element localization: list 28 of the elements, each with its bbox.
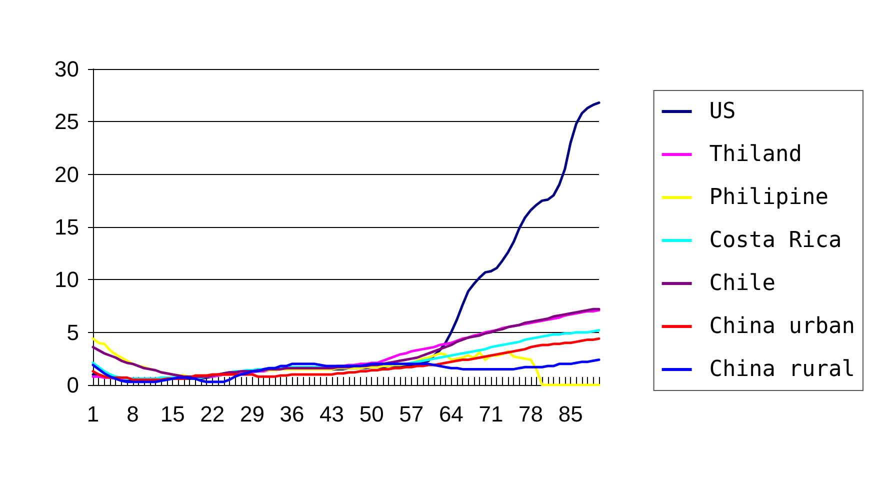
- legend-label: US: [709, 99, 736, 124]
- x-tick-label: 22: [200, 402, 225, 426]
- y-tick-label: 30: [54, 56, 79, 82]
- x-tick-label: 8: [126, 402, 139, 426]
- x-tick-label: 50: [359, 402, 384, 426]
- x-tick-label: 71: [478, 402, 504, 426]
- x-tick-label: 85: [558, 402, 583, 426]
- line-series: [92, 358, 600, 384]
- legend-label: Thiland: [709, 142, 802, 167]
- x-tick-label: 57: [399, 402, 424, 426]
- y-tick-label: 25: [54, 109, 79, 134]
- legend-label: China rural: [709, 357, 856, 382]
- x-tick-label: 1: [86, 402, 100, 426]
- y-tick-label: 5: [66, 320, 79, 345]
- legend-label: Philipine: [709, 185, 829, 210]
- x-tick-label: 15: [160, 402, 185, 426]
- x-tick-label: 43: [320, 402, 344, 426]
- x-tick-label: 29: [240, 402, 264, 426]
- legend-label: Chile: [709, 271, 776, 296]
- x-tick-label: 78: [518, 402, 544, 426]
- y-tick-label: 0: [66, 372, 79, 398]
- y-tick-label: 15: [54, 214, 79, 240]
- x-tick-label: 64: [438, 402, 464, 426]
- x-tick-label: 36: [280, 402, 304, 426]
- legend-label: Costa Rica: [709, 228, 842, 253]
- y-tick-label: 20: [54, 162, 79, 187]
- y-tick-label: 10: [54, 267, 79, 292]
- legend-label: China urban: [709, 314, 856, 339]
